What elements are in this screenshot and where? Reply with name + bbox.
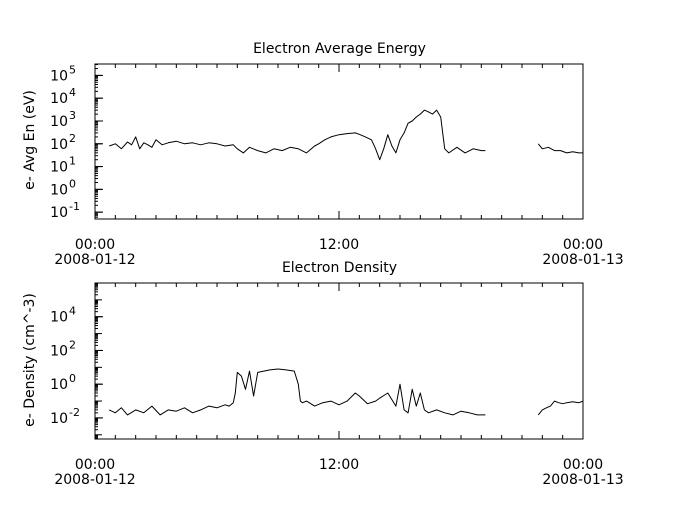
density-x-tick-label: 00:00	[563, 457, 603, 473]
density-y-tick-label: 10	[50, 377, 68, 393]
energy-y-tick-exponent: -1	[69, 200, 80, 213]
density-x-tick-date: 2008-01-13	[542, 472, 623, 488]
density-y-tick-exponent: 0	[69, 372, 76, 385]
energy-y-axis-label: e- Avg En (eV)	[22, 90, 38, 190]
density-y-tick-exponent: 2	[69, 338, 76, 351]
energy-y-tick-label: 10	[50, 160, 68, 176]
energy-y-tick-label: 10	[50, 114, 68, 130]
energy-x-tick-label: 00:00	[563, 237, 603, 253]
energy-y-tick-label: 10	[50, 137, 68, 153]
density-y-tick-exponent: 4	[69, 305, 76, 318]
energy-y-tick-label: 10	[50, 91, 68, 107]
energy-x-tick-date: 2008-01-12	[54, 252, 135, 268]
energy-y-tick-exponent: 5	[69, 63, 76, 76]
density-plot-frame	[94, 282, 584, 440]
energy-series-line	[109, 109, 486, 161]
energy-chart-title: Electron Average Energy	[253, 41, 426, 57]
energy-y-tick-exponent: 3	[69, 109, 76, 122]
density-series-line	[108, 368, 486, 416]
energy-x-tick-date: 2008-01-13	[542, 252, 623, 268]
density-y-tick-label: 10	[50, 411, 68, 427]
energy-plot-frame	[94, 63, 584, 220]
density-x-tick-date: 2008-01-12	[54, 472, 135, 488]
density-series-line	[537, 400, 584, 416]
energy-y-tick-label: 10	[50, 205, 68, 221]
density-y-axis-label: e- Density (cm^-3)	[22, 293, 38, 427]
energy-y-tick-label: 10	[50, 182, 68, 198]
density-x-tick-label: 12:00	[319, 457, 359, 473]
density-x-tick-label: 00:00	[75, 457, 115, 473]
density-chart-title: Electron Density	[282, 260, 397, 276]
energy-y-tick-exponent: 1	[69, 155, 76, 168]
energy-series-line	[537, 143, 583, 154]
energy-x-tick-label: 00:00	[75, 237, 115, 253]
energy-y-tick-label: 10	[50, 68, 68, 84]
energy-y-tick-exponent: 2	[69, 132, 76, 145]
density-y-tick-exponent: -2	[69, 406, 80, 419]
energy-panel: Electron Average Energy e- Avg En (eV) 0…	[22, 41, 624, 268]
energy-y-tick-exponent: 4	[69, 86, 76, 99]
density-panel: Electron Density e- Density (cm^-3) 00:0…	[22, 260, 624, 488]
density-y-tick-label: 10	[50, 310, 68, 326]
energy-x-tick-label: 12:00	[319, 237, 359, 253]
density-y-tick-label: 10	[50, 343, 68, 359]
energy-y-tick-exponent: 0	[69, 177, 76, 190]
